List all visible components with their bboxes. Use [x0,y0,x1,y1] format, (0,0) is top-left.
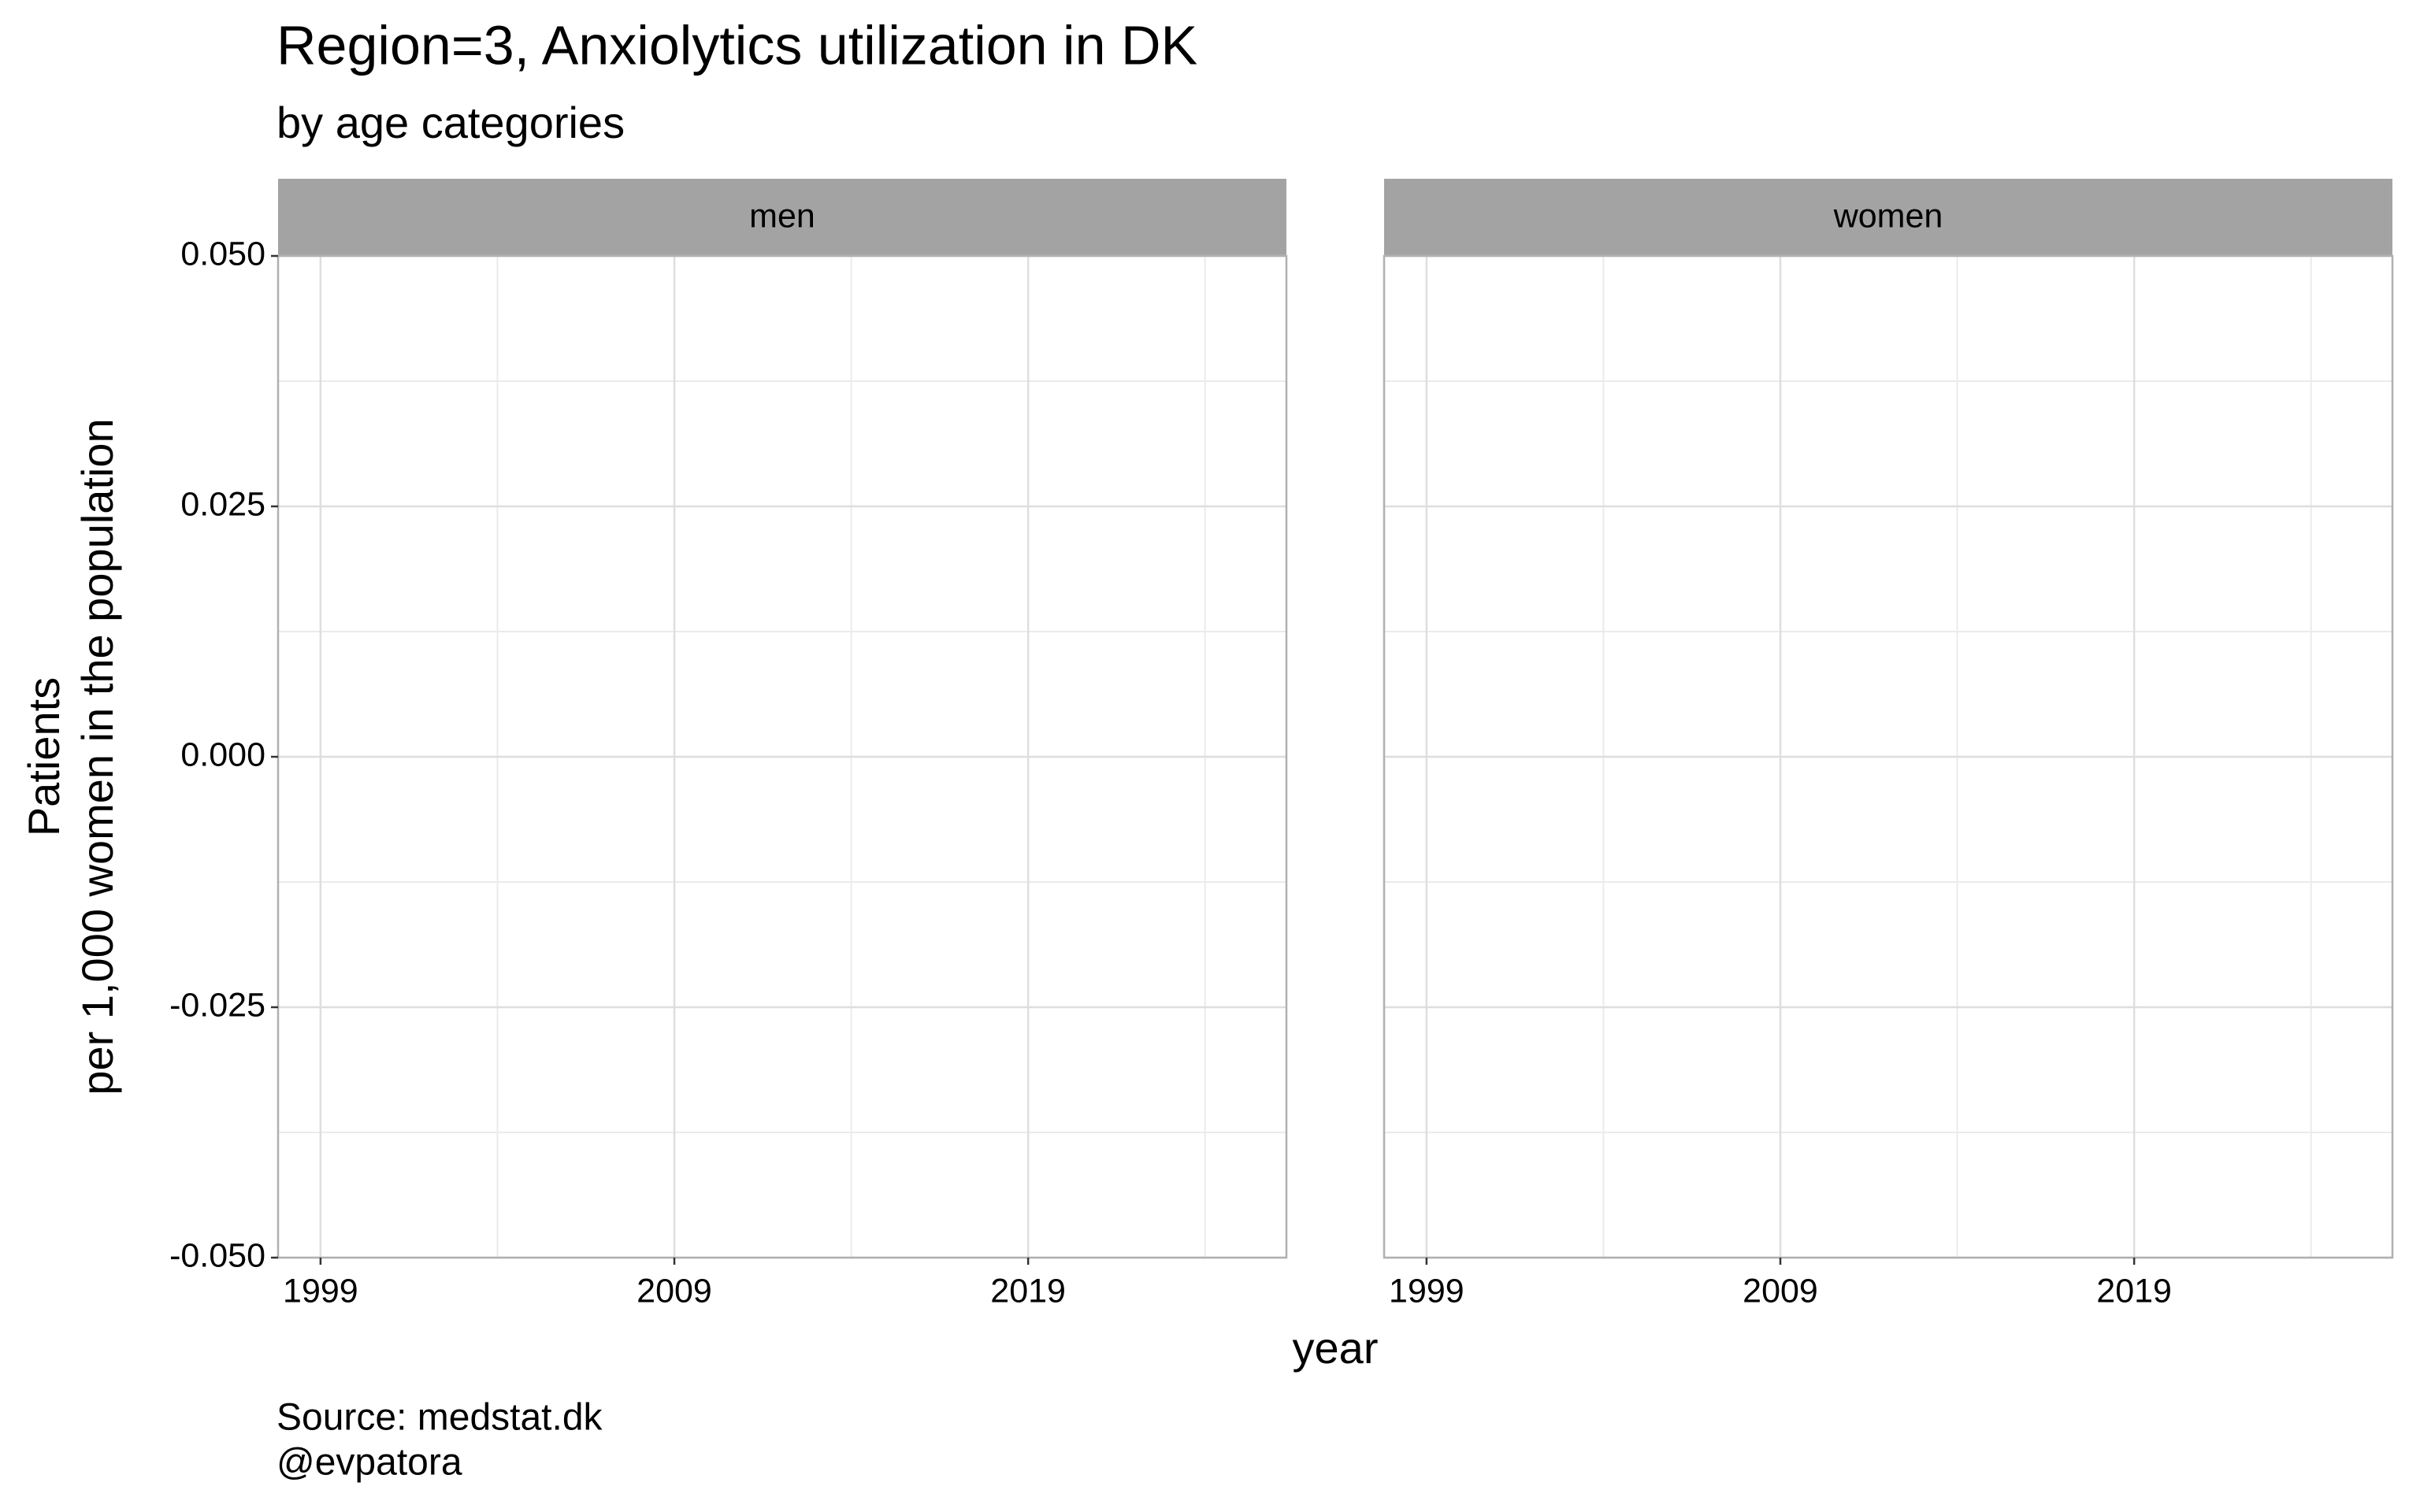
strip-label: men [749,197,815,235]
panel-border [1383,254,2394,1259]
caption: Source: medstat.dk [277,1397,603,1439]
strip [278,179,1286,256]
x-tick-label: 2009 [637,1272,712,1310]
caption: @evpatora [277,1442,462,1484]
y-tick-label: 0.050 [180,235,265,272]
x-tick-label: 2019 [2096,1272,2172,1310]
strip [1384,179,2392,256]
y-tick-label: 0.000 [180,736,265,773]
y-axis-label: Patients [19,677,69,836]
chart-title: Region=3, Anxiolytics utilization in DK [277,14,1197,76]
x-tick-label: 1999 [1389,1272,1464,1310]
y-tick-label: -0.050 [169,1236,265,1274]
x-tick-label: 1999 [283,1272,358,1310]
y-axis-label: per 1,000 women in the population [72,418,122,1095]
y-tick-label: -0.025 [169,986,265,1024]
x-axis-label: year [1293,1323,1379,1373]
y-tick-label: 0.025 [180,485,265,523]
x-tick-label: 2019 [990,1272,1066,1310]
x-tick-label: 2009 [1743,1272,1818,1310]
chart-subtitle: by age categories [277,98,625,147]
strip-label: women [1833,197,1943,235]
